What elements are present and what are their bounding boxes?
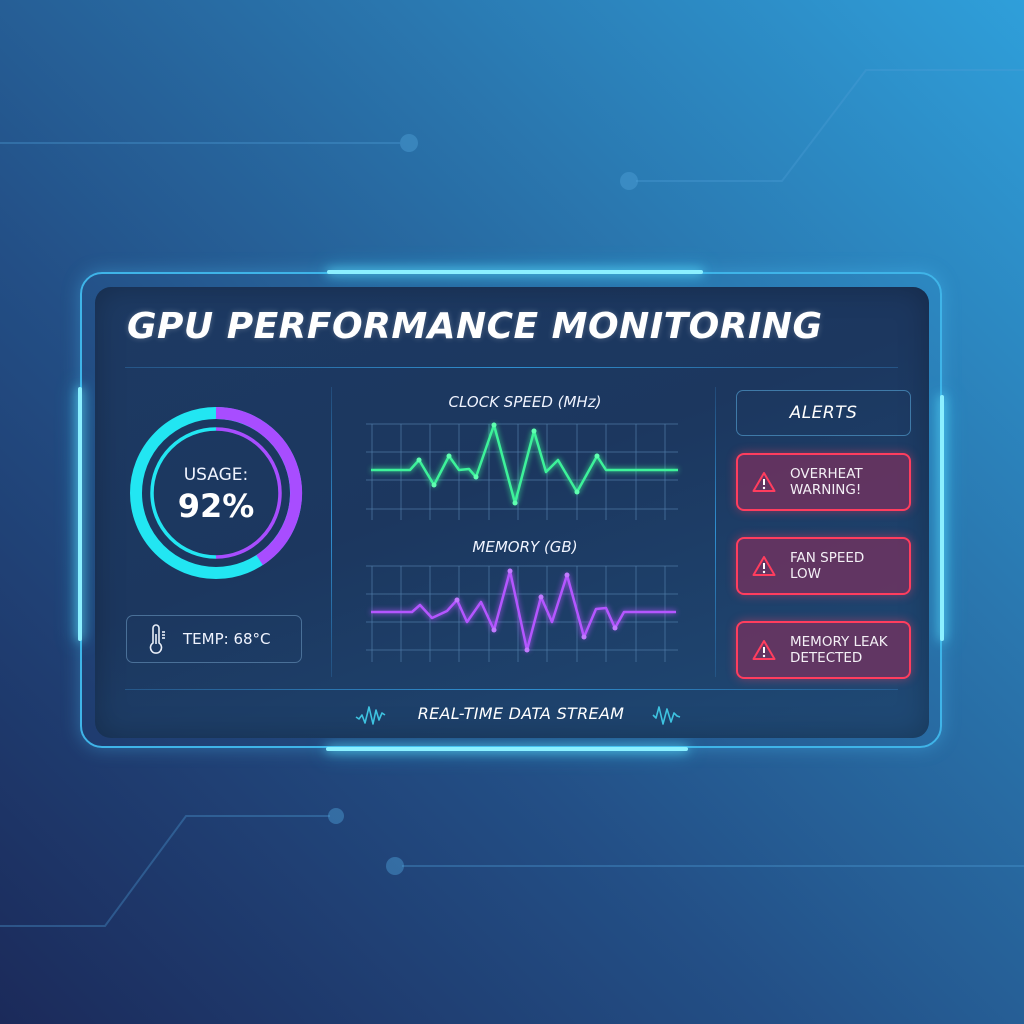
frame-glow-top [327,270,703,274]
warning-triangle-icon [752,556,776,576]
warning-triangle-icon [752,472,776,492]
thermometer-icon [149,624,165,654]
alert-line1: OVERHEAT [790,466,863,482]
temperature-label: TEMP: 68°C [183,630,271,648]
usage-label: USAGE: [183,465,249,485]
alert-memory-leak[interactable]: MEMORY LEAK DETECTED [736,621,911,679]
alerts-header: ALERTS [736,390,911,436]
clock-chart-title: CLOCK SPEED (MHz) [448,393,602,411]
temperature-readout: TEMP: 68°C [126,615,302,663]
alert-line2: DETECTED [790,650,863,666]
alert-line2: WARNING! [790,482,862,498]
alert-line1: FAN SPEED [790,550,865,566]
usage-value: 92% [177,487,255,525]
frame-glow-left [78,387,82,641]
footer-divider [125,689,898,690]
memory-chart-title: MEMORY (GB) [472,538,578,556]
alert-line1: MEMORY LEAK [790,634,888,650]
waveform-icon-left [355,706,386,725]
alert-fan-speed[interactable]: FAN SPEED LOW [736,537,911,595]
alert-overheat[interactable]: OVERHEAT WARNING! [736,453,911,511]
alert-text: OVERHEAT WARNING! [790,466,863,498]
frame-glow-right [940,395,944,641]
footer-label: REAL-TIME DATA STREAM [417,704,625,723]
usage-gauge [130,407,303,579]
waveform-icon-right [652,706,681,725]
alert-text: MEMORY LEAK DETECTED [790,634,888,666]
page-title: GPU PERFORMANCE MONITORING [127,306,823,347]
alert-line2: LOW [790,566,822,582]
frame-glow-bottom [326,747,688,751]
alert-text: FAN SPEED LOW [790,550,864,582]
title-divider [125,367,898,368]
left-column-divider [331,387,332,677]
warning-triangle-icon [752,640,776,660]
right-column-divider [715,387,716,677]
